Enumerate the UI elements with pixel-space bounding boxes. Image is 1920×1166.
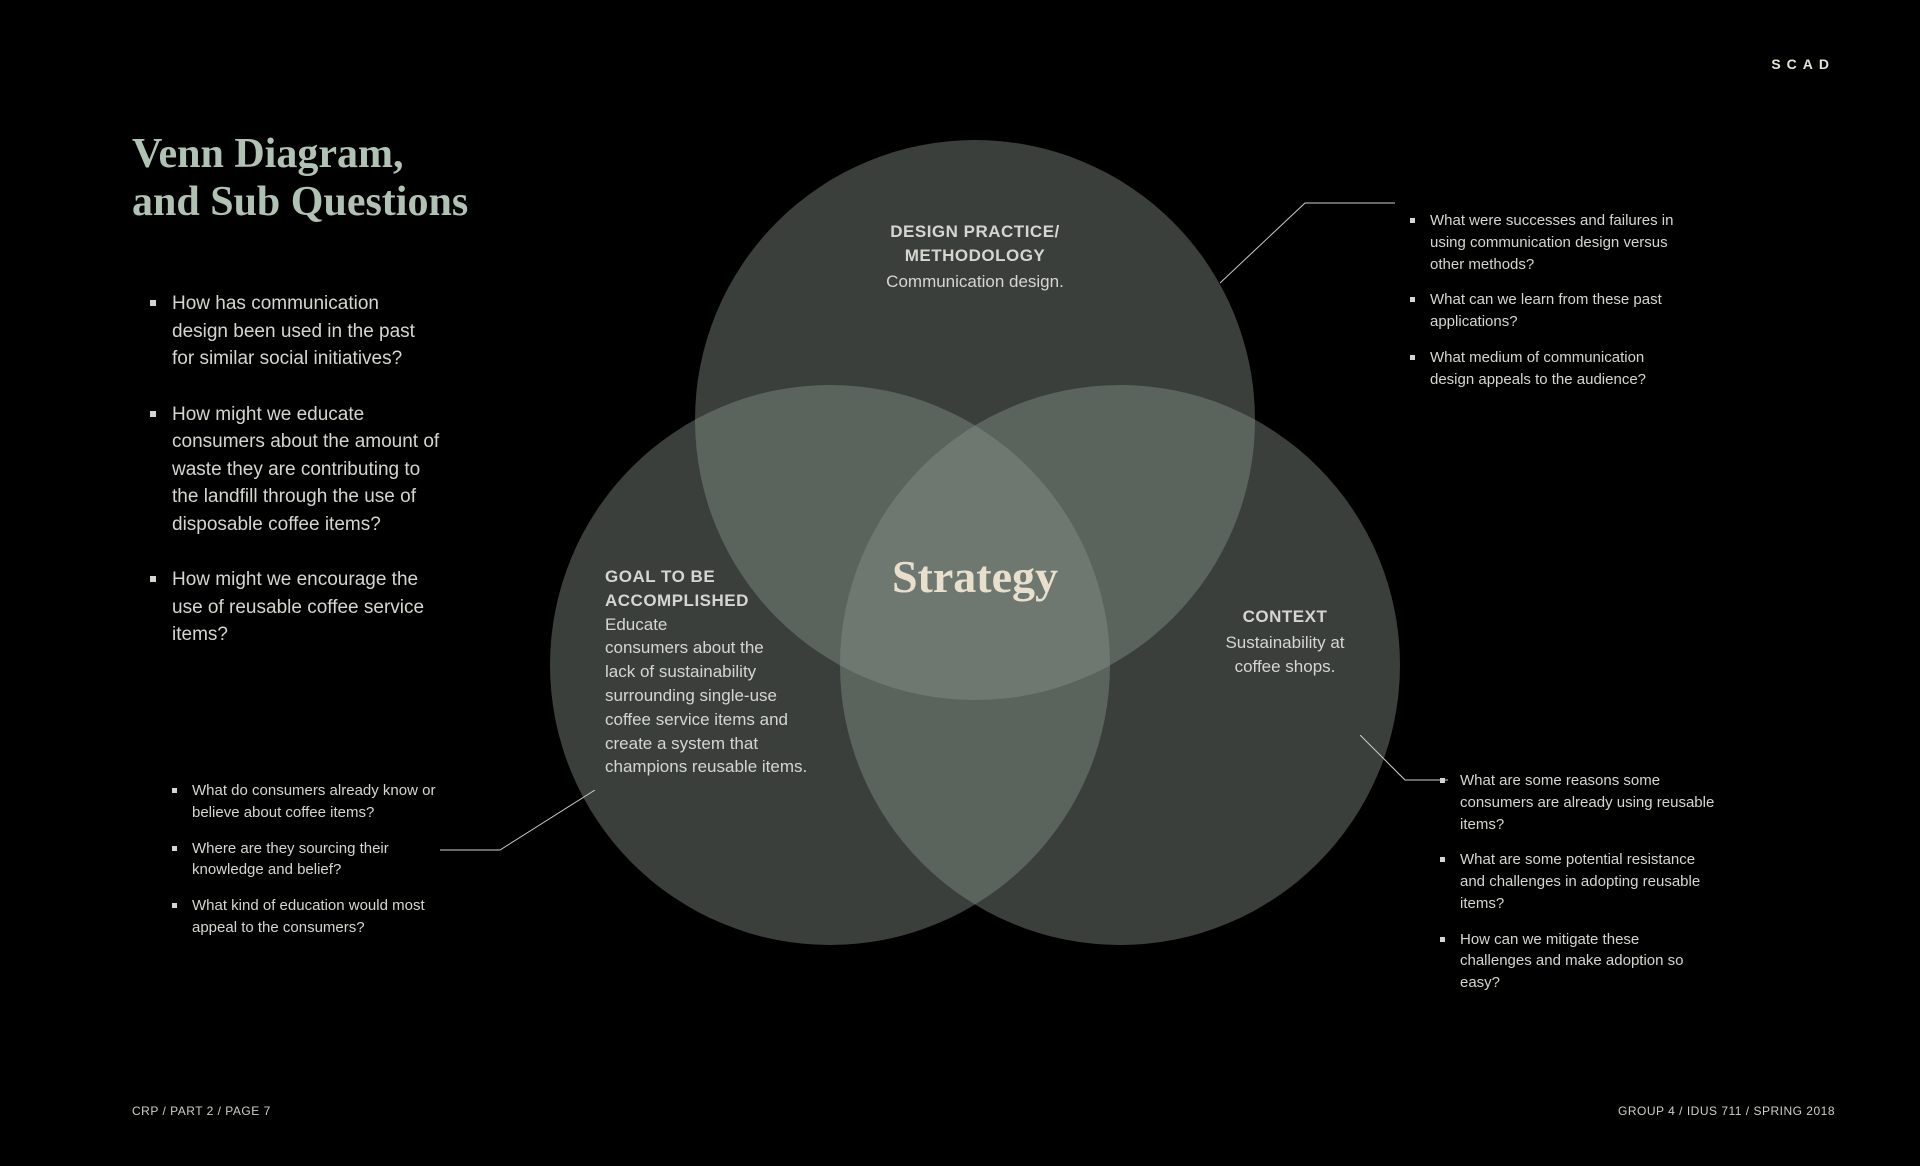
venn-left-label: GOAL TO BEACCOMPLISHED Educateconsumers … [605, 565, 830, 779]
callout-item: What medium of communication design appe… [1410, 347, 1685, 391]
venn-right-label: CONTEXT Sustainability atcoffee shops. [1200, 605, 1370, 678]
callout-item: Where are they sourcing their knowledge … [172, 838, 447, 882]
callout-bottom-right: What are some reasons some consumers are… [1440, 770, 1715, 1008]
venn-top-head: DESIGN PRACTICE/METHODOLOGY [870, 220, 1080, 268]
footer-left: CRP / PART 2 / PAGE 7 [132, 1104, 271, 1118]
sidebar-questions: How has communication design been used i… [150, 290, 440, 677]
footer-right: GROUP 4 / IDUS 711 / SPRING 2018 [1618, 1104, 1835, 1118]
logo: SCAD [1771, 56, 1835, 72]
venn-center-label: Strategy [875, 550, 1075, 603]
venn-top-label: DESIGN PRACTICE/METHODOLOGY Communicatio… [870, 220, 1080, 293]
callout-item: What can we learn from these past applic… [1410, 289, 1685, 333]
venn-right-sub: Sustainability atcoffee shops. [1225, 633, 1344, 676]
venn-left-head: GOAL TO BEACCOMPLISHED [605, 565, 830, 613]
venn-right-head: CONTEXT [1200, 605, 1370, 629]
callout-item: What are some potential resistance and c… [1440, 849, 1715, 914]
venn-left-sub: Educateconsumers about thelack of sustai… [605, 615, 807, 777]
sidebar-question: How has communication design been used i… [150, 290, 440, 373]
callout-item: What are some reasons some consumers are… [1440, 770, 1715, 835]
callout-item: What kind of education would most appeal… [172, 895, 447, 939]
sidebar-question: How might we encourage the use of reusab… [150, 566, 440, 649]
venn-top-sub: Communication design. [886, 272, 1064, 291]
callout-item: What do consumers already know or believ… [172, 780, 447, 824]
callout-bottom-left: What do consumers already know or believ… [172, 780, 447, 953]
sidebar-question: How might we educate consumers about the… [150, 401, 440, 539]
callout-item: How can we mitigate these challenges and… [1440, 929, 1715, 994]
callout-top-right: What were successes and failures in usin… [1410, 210, 1685, 404]
page-title: Venn Diagram, and Sub Questions [132, 130, 472, 227]
callout-item: What were successes and failures in usin… [1410, 210, 1685, 275]
venn-diagram: DESIGN PRACTICE/METHODOLOGY Communicatio… [500, 120, 1450, 1020]
